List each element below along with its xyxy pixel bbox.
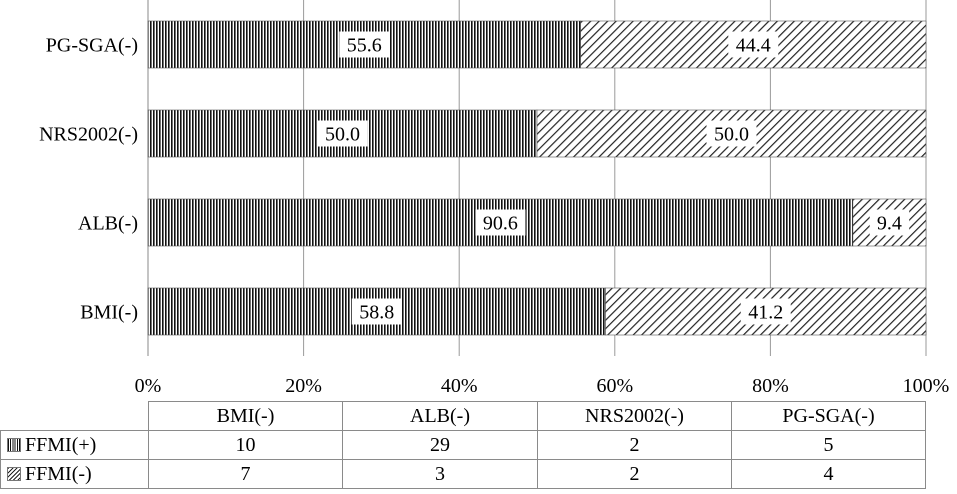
category-label: NRS2002(-) [39,124,138,146]
table-header-cell: BMI(-) [148,401,343,431]
table-row: FFMI(+) 10 29 2 5 [0,430,926,460]
data-label-box [351,298,402,325]
table-cell: 4 [731,459,926,489]
category-labels: BMI(-) ALB(-) NRS2002(-) PG-SGA(-) [39,35,138,324]
data-label: 55.6 [347,35,382,57]
data-label-box [728,31,779,58]
table-cell: 10 [148,430,343,460]
x-tick-label: 80% [752,375,789,397]
legend-label: FFMI(+) [25,434,97,456]
x-tick-labels: 0% 20% 40% 60% 80% 100% [135,375,950,397]
bars [147,20,927,336]
data-label-box [869,209,910,236]
x-tick-label: 100% [903,375,950,397]
legend-swatch-ffmi-pos [7,438,21,452]
data-table: BMI(-) ALB(-) NRS2002(-) PG-SGA(-) FFMI(… [0,401,957,494]
x-tick-label: 60% [596,375,633,397]
table-cell: 2 [537,459,732,489]
x-tick-label: 20% [285,375,322,397]
legend-swatch-ffmi-neg [7,467,21,481]
data-label-box [339,31,390,58]
x-tick-label: 0% [135,375,162,397]
data-label: 50.0 [325,124,360,146]
data-label: 9.4 [877,213,902,235]
data-label: 50.0 [714,124,749,146]
data-label-box [740,298,791,325]
data-label: 90.6 [483,213,518,235]
category-label: BMI(-) [80,302,138,324]
table-cell: 29 [342,430,538,460]
table-corner [1,402,149,431]
table-header-row: BMI(-) ALB(-) NRS2002(-) PG-SGA(-) [1,401,926,431]
data-label: 58.8 [359,302,394,324]
table-cell: 5 [731,430,926,460]
stacked-bar-chart: 58.8 41.2 90.6 9.4 50.0 50.0 55.6 44.4 BMI(-) AL… [39,0,950,397]
table-header-cell: NRS2002(-) [537,401,732,431]
data-label: 44.4 [736,35,771,57]
bar-segment-ffmi-pos [147,287,606,336]
category-label: PG-SGA(-) [46,35,138,57]
x-tick-label: 40% [441,375,478,397]
data-label-box [317,120,368,147]
table-cell: 2 [537,430,732,460]
data-label-box [706,120,757,147]
table-header-cell: ALB(-) [342,401,538,431]
data-label: 41.2 [748,302,783,324]
table-cell: 7 [148,459,343,489]
table-row-label: FFMI(+) [0,430,149,460]
table-header-cell: PG-SGA(-) [731,401,926,431]
legend-label: FFMI(-) [25,463,92,485]
table-row-label: FFMI(-) [0,459,149,489]
data-label-box [475,209,526,236]
table-row: FFMI(-) 7 3 2 4 [0,459,926,489]
table-cell: 3 [342,459,538,489]
category-label: ALB(-) [78,213,138,235]
data-labels: 58.8 41.2 90.6 9.4 50.0 50.0 55.6 44.4 [317,31,910,325]
